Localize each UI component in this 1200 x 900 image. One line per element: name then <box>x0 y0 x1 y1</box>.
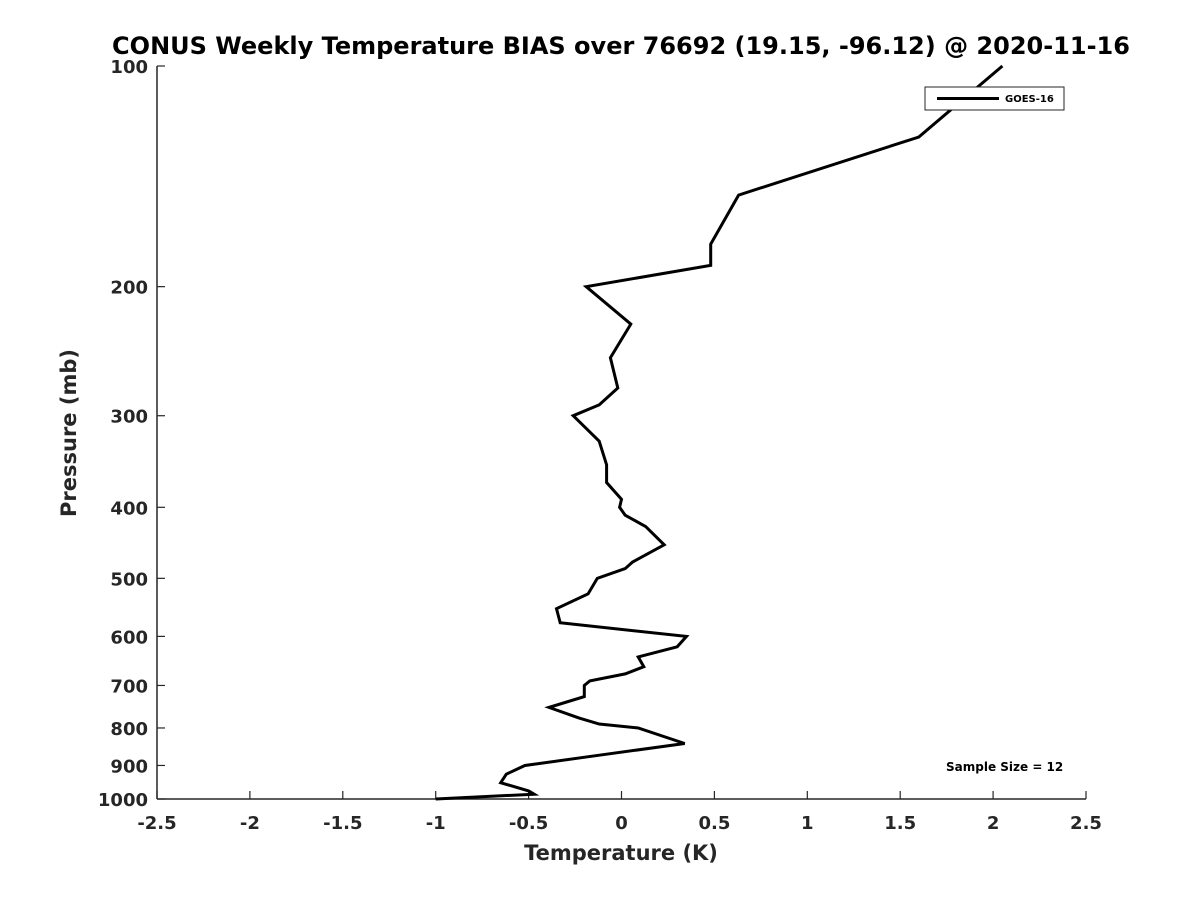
sample-size-annotation: Sample Size = 12 <box>946 760 1063 774</box>
x-tick-label: 0 <box>615 813 628 834</box>
x-tick-label: 1 <box>801 813 814 834</box>
y-ticks: 100 200 300 400 500 600 700 800 900 1000 <box>98 57 165 811</box>
legend: GOES-16 <box>924 86 1065 111</box>
series-layer <box>435 64 1004 801</box>
x-tick-label: 1.5 <box>884 813 916 834</box>
x-tick-label: -2 <box>240 813 260 834</box>
x-tick-label: -2.5 <box>137 813 176 834</box>
y-tick-label: 1000 <box>98 790 148 811</box>
y-tick-label: 200 <box>110 278 148 299</box>
x-ticks: -2.5 -2 -1.5 -1 -0.5 0 0.5 1 1.5 2 2.5 <box>137 791 1102 834</box>
x-tick-label: -1.5 <box>323 813 362 834</box>
x-tick-label: 0.5 <box>698 813 730 834</box>
y-tick-label: 100 <box>110 57 148 78</box>
y-tick-label: 800 <box>110 719 148 740</box>
y-tick-label: 700 <box>110 676 148 697</box>
x-axis-label: Temperature (K) <box>524 841 718 865</box>
chart-title: CONUS Weekly Temperature BIAS over 76692… <box>112 32 1130 60</box>
x-tick-label: 2 <box>987 813 1000 834</box>
y-tick-label: 400 <box>110 498 148 519</box>
y-tick-label: 900 <box>110 756 148 777</box>
y-tick-label: 600 <box>110 627 148 648</box>
legend-label-goes16: GOES-16 <box>1005 94 1054 105</box>
y-tick-label: 500 <box>110 569 148 590</box>
series-line-goes16 <box>435 64 1004 801</box>
x-tick-label: -1 <box>426 813 446 834</box>
x-tick-label: 2.5 <box>1070 813 1102 834</box>
x-tick-label: -0.5 <box>509 813 548 834</box>
y-axis-label: Pressure (mb) <box>57 349 81 517</box>
y-tick-label: 300 <box>110 407 148 428</box>
